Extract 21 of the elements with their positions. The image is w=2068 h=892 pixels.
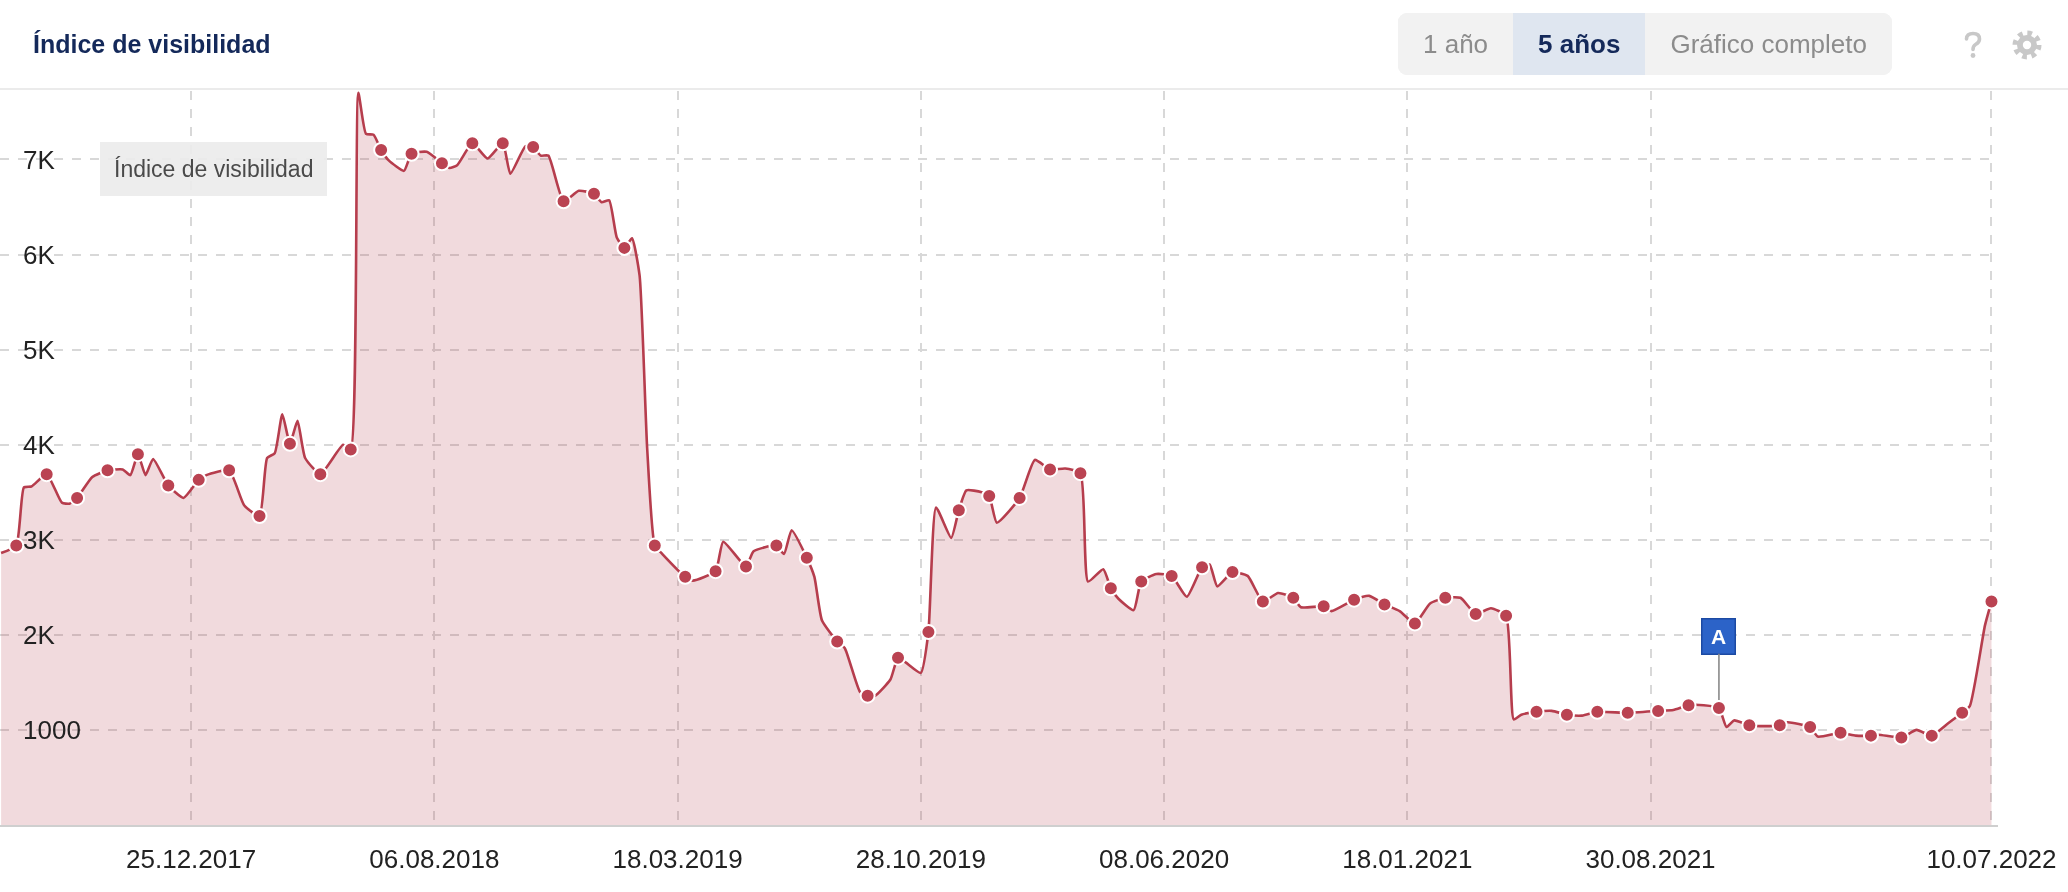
x-tick-label: 25.12.2017 [126, 844, 257, 875]
x-tick-label: 10.07.2022 [1926, 844, 2057, 875]
x-tick-label: 28.10.2019 [855, 844, 986, 875]
tab-label: 1 año [1423, 29, 1489, 59]
x-tick-label: 30.08.2021 [1585, 844, 1716, 875]
chart-title: Índice de visibilidad [33, 29, 271, 60]
annotation: Índice de visibilidad [114, 156, 314, 182]
x-tick-label: 18.03.2019 [612, 844, 743, 875]
tab-label: 5 años [1538, 29, 1621, 59]
x-tick-label: 06.08.2018 [369, 844, 500, 875]
y-tick-label: 4K [23, 429, 56, 460]
x-tick-label: 18.01.2021 [1342, 844, 1473, 875]
y-tick-label: 6K [23, 239, 56, 270]
x-tick-label: 08.06.2020 [1098, 844, 1230, 875]
y-tick-label: 7K [23, 144, 56, 175]
annotation: A [1710, 625, 1727, 648]
y-tick-label: 3K [23, 524, 56, 555]
y-tick-label: 2K [23, 619, 56, 650]
y-tick-label: 1000 [23, 715, 81, 746]
y-tick-label: 5K [23, 334, 56, 365]
tab-label: Gráfico completo [1670, 29, 1867, 59]
